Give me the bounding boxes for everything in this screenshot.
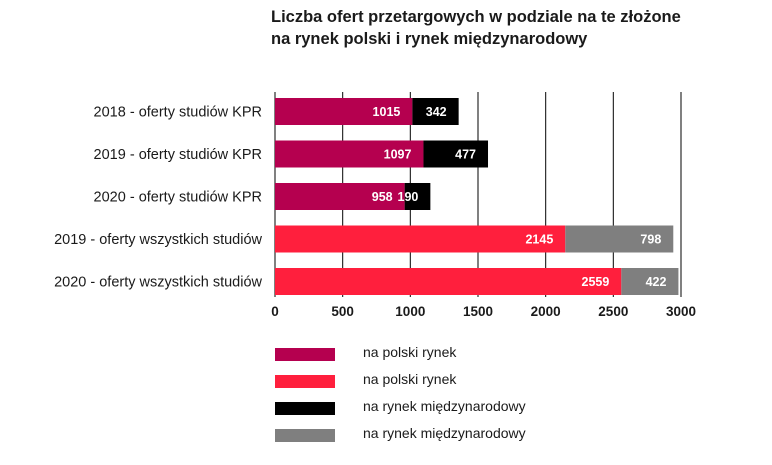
x-tick-label-1500: 1500 [463, 304, 493, 319]
data-label-row1-series3: 342 [426, 105, 447, 119]
x-tick-label-2000: 2000 [531, 304, 561, 319]
data-label-row5-series2: 2559 [582, 275, 610, 289]
data-label-row4-series4: 798 [640, 233, 661, 247]
chart-title-line-1: Liczba ofert przetargowych w podziale na… [271, 8, 681, 26]
legend-swatch-polski-all [275, 375, 335, 388]
data-label-row2-series1: 1097 [384, 148, 412, 162]
legend-swatch-miedzynarodowy-all [275, 429, 335, 442]
bar-row2-series1 [275, 140, 424, 168]
data-label-row3-series3: 190 [398, 190, 419, 204]
data-label-row4-series2: 2145 [525, 233, 553, 247]
bar-row4-series2 [275, 225, 566, 253]
chart-title-line-2: na rynek polski i rynek międzynarodowy [271, 30, 588, 48]
bars [275, 98, 679, 295]
x-tick-label-3000: 3000 [666, 304, 696, 319]
bar-row3-series3 [404, 183, 431, 210]
legend-label-miedzynarodowy-all: na rynek międzynarodowy [363, 425, 526, 441]
chart-title: Liczba ofert przetargowych w podziale na… [271, 6, 751, 50]
category-labels: 2018 - oferty studiów KPR 2019 - oferty s… [54, 105, 262, 291]
legend-label-miedzynarodowy-kpr: na rynek międzynarodowy [363, 398, 526, 414]
category-label-3: 2020 - oferty studiów KPR [94, 190, 262, 206]
bar-row4-series4 [565, 225, 674, 253]
legend-swatch-miedzynarodowy-kpr [275, 402, 335, 415]
data-label-row5-series4: 422 [646, 275, 667, 289]
legend-label-polski-all: na polski rynek [363, 371, 457, 387]
category-label-4: 2019 - oferty wszystkich studiów [54, 232, 262, 248]
category-label-5: 2020 - oferty wszystkich studiów [54, 275, 262, 291]
x-tick-label-500: 500 [331, 304, 354, 319]
bar-row3-series1 [275, 183, 405, 210]
category-label-2: 2019 - oferty studiów KPR [94, 147, 262, 163]
grid-lines [274, 92, 682, 297]
bar-chart: 1015 342 1097 477 958 190 2145 798 2559 422 2018 … [54, 92, 696, 319]
x-axis-ticks: 0 500 1000 1500 2000 2500 3000 [271, 304, 696, 319]
data-label-row1-series1: 1015 [373, 105, 401, 119]
x-tick-label-1000: 1000 [395, 304, 425, 319]
bar-row2-series3 [423, 140, 489, 168]
data-labels: 1015 342 1097 477 958 190 2145 798 2559 422 [372, 105, 667, 289]
data-label-row2-series3: 477 [455, 148, 476, 162]
legend-label-polski-kpr: na polski rynek [363, 344, 457, 360]
bar-row1-series3 [412, 98, 459, 125]
bar-row5-series2 [275, 268, 622, 295]
bar-row5-series4 [621, 268, 679, 295]
bar-row1-series1 [275, 98, 413, 125]
category-label-1: 2018 - oferty studiów KPR [94, 105, 262, 121]
legend-swatch-polski-kpr [275, 348, 335, 361]
x-tick-label-2500: 2500 [598, 304, 628, 319]
x-tick-label-0: 0 [271, 304, 279, 319]
data-label-row3-series1: 958 [372, 190, 393, 204]
